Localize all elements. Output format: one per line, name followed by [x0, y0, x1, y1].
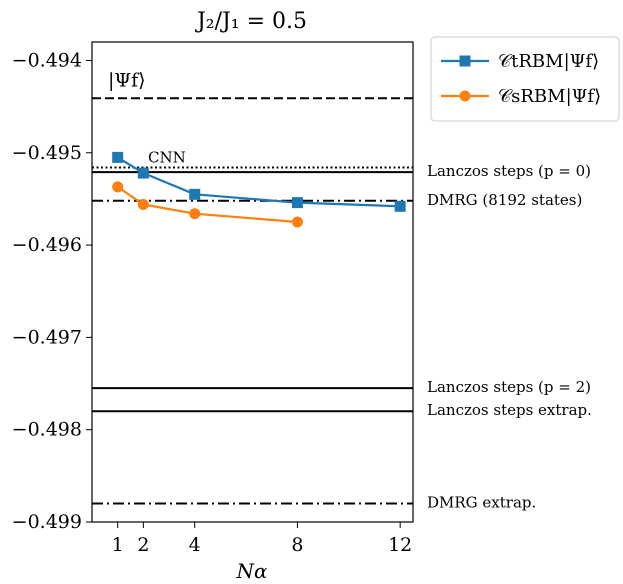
series-0-point-1 [137, 167, 149, 179]
reference-label-6: DMRG extrap. [427, 494, 536, 512]
series-0-point-2 [189, 188, 201, 200]
axes [91, 41, 414, 523]
legend-label-0: 𝒞tRBM|Ψf⟩ [498, 51, 599, 72]
legend-box [430, 36, 620, 122]
ticks: 1 2 4 8 12 −0.494 −0.495 −0.496 −0.497 −0.498 −0.4… [12, 49, 413, 556]
x-tick-label-4: 12 [388, 534, 412, 556]
series-1-point-3 [291, 216, 303, 228]
reference-label-5: Lanczos steps extrap. [427, 401, 592, 419]
annotations: |Ψf⟩ CNN Lanczos steps (p = 0) DMRG (8192 s… [108, 69, 592, 511]
series-1-point-2 [189, 208, 201, 220]
reference-label-2: Lanczos steps (p = 0) [427, 162, 591, 180]
reference-label-4: Lanczos steps (p = 2) [427, 378, 591, 396]
series-1-point-1 [137, 198, 149, 210]
reference-label-3: DMRG (8192 states) [427, 191, 582, 209]
reference-lines [92, 97, 413, 505]
y-tick-label-4: −0.498 [12, 419, 82, 441]
y-tick-label-5: −0.499 [12, 511, 82, 533]
x-tick-label-1: 2 [137, 534, 149, 556]
data-series [112, 151, 406, 228]
x-tick-label-3: 8 [291, 534, 303, 556]
y-tick-label-3: −0.497 [12, 326, 82, 348]
y-tick-label-0: −0.494 [12, 49, 82, 71]
reference-label-0: |Ψf⟩ [108, 69, 146, 91]
legend: 𝒞tRBM|Ψf⟩ 𝒞sRBM|Ψf⟩ [430, 36, 620, 122]
series-1-point-0 [112, 181, 124, 193]
series-0-point-0 [112, 151, 124, 163]
legend-label-1: 𝒞sRBM|Ψf⟩ [498, 86, 601, 107]
y-tick-label-1: −0.495 [12, 142, 82, 164]
series-0-point-3 [291, 197, 303, 209]
x-axis-label: Nα [235, 559, 268, 583]
plot-frame [91, 41, 414, 523]
x-tick-label-2: 4 [189, 534, 201, 556]
series-line-1 [117, 186, 298, 224]
y-tick-label-2: −0.496 [12, 234, 82, 256]
reference-label-1: CNN [148, 149, 186, 167]
x-tick-label-0: 1 [112, 534, 124, 556]
chart-title: J₂/J₁ = 0.5 [195, 9, 307, 34]
series-0-point-4 [394, 200, 406, 212]
legend-marker-1 [459, 90, 471, 102]
legend-marker-0 [459, 55, 471, 67]
